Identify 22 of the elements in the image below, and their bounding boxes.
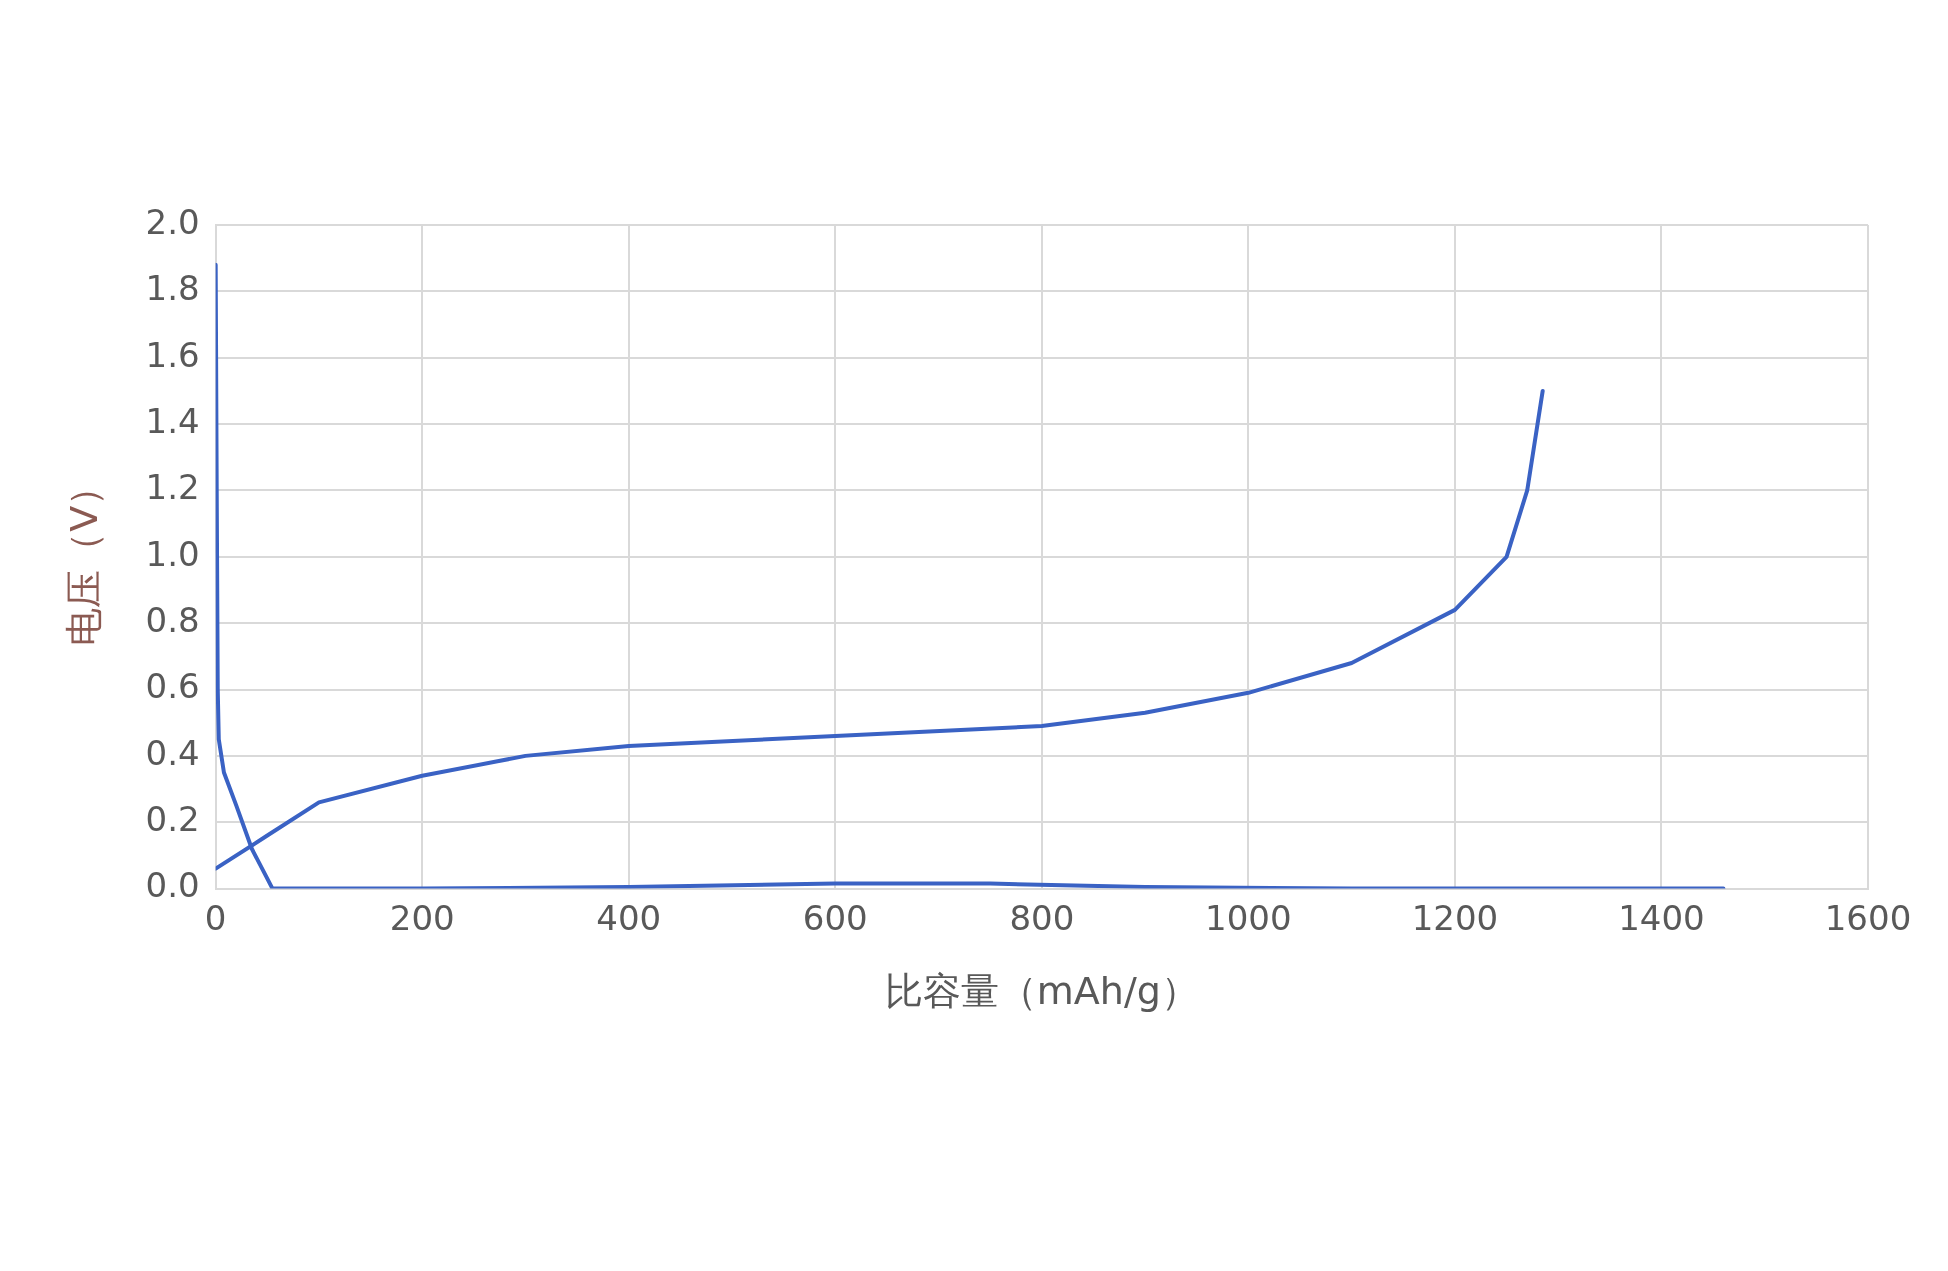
- y-tick-label: 1.0: [145, 533, 200, 574]
- y-axis-title: 电压（V）: [61, 467, 106, 646]
- y-tick-label: 0.2: [145, 799, 200, 840]
- x-tick-label: 1400: [1618, 897, 1705, 938]
- y-tick-label: 0.0: [145, 865, 200, 906]
- y-tick-label: 2.0: [145, 201, 200, 242]
- y-tick-label: 0.6: [145, 666, 200, 707]
- y-tick-label: 0.4: [145, 732, 200, 773]
- x-tick-label: 1200: [1411, 897, 1499, 938]
- x-tick-label: 800: [1009, 897, 1075, 938]
- x-tick-label: 1600: [1824, 897, 1912, 938]
- y-tick-label: 1.4: [145, 400, 200, 441]
- x-tick-label: 0: [204, 897, 227, 938]
- y-tick-label: 1.2: [145, 467, 200, 508]
- x-tick-label: 600: [802, 897, 868, 938]
- y-tick-label: 1.6: [145, 334, 200, 375]
- x-axis-title: 比容量（mAh/g）: [884, 969, 1199, 1014]
- y-tick-label: 1.8: [145, 268, 200, 309]
- x-tick-label: 400: [596, 897, 662, 938]
- x-tick-label: 200: [389, 897, 455, 938]
- x-tick-label: 1000: [1205, 897, 1292, 938]
- y-tick-label: 0.8: [145, 599, 200, 640]
